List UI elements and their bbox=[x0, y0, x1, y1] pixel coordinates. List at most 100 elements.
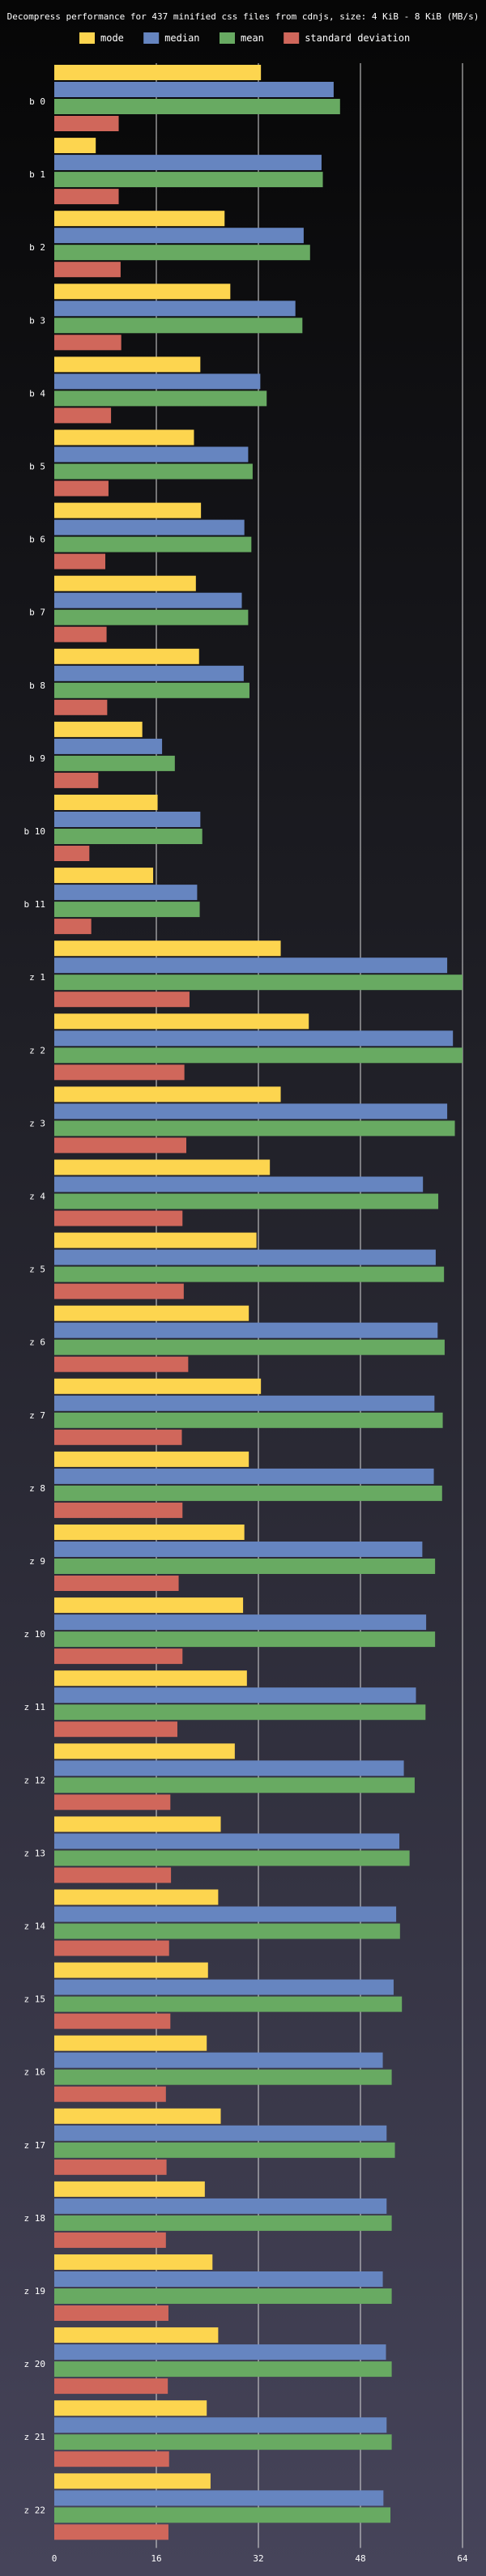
bar-mode-z-7 bbox=[54, 1378, 262, 1394]
bar-median-z-2 bbox=[54, 1030, 454, 1047]
bar-standard-deviation-b-7 bbox=[54, 626, 107, 642]
bar-mode-z-17 bbox=[54, 2108, 221, 2124]
category-label: b 0 bbox=[29, 96, 45, 107]
bar-median-z-13 bbox=[54, 1833, 400, 1849]
bar-median-b-4 bbox=[54, 373, 261, 390]
bar-mean-z-15 bbox=[54, 1996, 403, 2012]
bar-mode-z-1 bbox=[54, 940, 281, 957]
bar-standard-deviation-z-9 bbox=[54, 1576, 179, 1591]
bar-median-z-4 bbox=[54, 1176, 424, 1192]
bar-mean-z-4 bbox=[54, 1193, 439, 1209]
bar-standard-deviation-b-0 bbox=[54, 116, 119, 131]
category-label: b 3 bbox=[29, 315, 45, 326]
category-label: z 1 bbox=[29, 972, 45, 983]
bar-mean-z-3 bbox=[54, 1120, 455, 1137]
bar-standard-deviation-z-6 bbox=[54, 1356, 189, 1372]
bar-median-z-5 bbox=[54, 1249, 436, 1265]
category-label: z 10 bbox=[24, 1629, 46, 1640]
legend-swatch-mode bbox=[79, 32, 95, 44]
bar-mean-z-7 bbox=[54, 1412, 443, 1428]
bar-mean-b-5 bbox=[54, 463, 253, 480]
bar-mode-b-9 bbox=[54, 721, 143, 737]
bar-mode-z-10 bbox=[54, 1597, 244, 1614]
bar-median-b-11 bbox=[54, 885, 198, 901]
bar-mode-z-4 bbox=[54, 1159, 271, 1175]
bar-mean-b-11 bbox=[54, 902, 200, 918]
bar-mode-z-21 bbox=[54, 2400, 207, 2416]
bar-standard-deviation-z-4 bbox=[54, 1210, 183, 1226]
category-label: z 4 bbox=[29, 1192, 45, 1202]
bar-mean-z-1 bbox=[54, 975, 463, 991]
bar-median-z-20 bbox=[54, 2344, 386, 2361]
category-label: z 6 bbox=[29, 1337, 45, 1348]
bar-median-z-7 bbox=[54, 1395, 435, 1411]
bar-median-z-3 bbox=[54, 1103, 448, 1120]
bar-median-b-7 bbox=[54, 592, 242, 608]
bar-median-b-6 bbox=[54, 519, 245, 535]
bar-mode-z-8 bbox=[54, 1451, 249, 1467]
x-tick-label: 0 bbox=[52, 2553, 58, 2564]
bar-median-z-22 bbox=[54, 2490, 384, 2506]
bar-standard-deviation-b-8 bbox=[54, 699, 108, 715]
bar-median-z-16 bbox=[54, 2052, 383, 2068]
legend-swatch-median bbox=[143, 32, 160, 44]
bar-standard-deviation-z-12 bbox=[54, 1794, 171, 1810]
bar-median-z-19 bbox=[54, 2271, 383, 2287]
category-label: z 15 bbox=[24, 1994, 46, 2005]
bar-median-b-8 bbox=[54, 665, 244, 681]
bar-mode-z-18 bbox=[54, 2181, 205, 2197]
bar-mode-b-6 bbox=[54, 502, 202, 518]
bar-median-b-1 bbox=[54, 155, 322, 171]
bar-mean-z-10 bbox=[54, 1631, 436, 1648]
category-label: z 14 bbox=[24, 1921, 46, 1932]
bar-standard-deviation-z-10 bbox=[54, 1648, 183, 1665]
x-tick-label: 64 bbox=[457, 2553, 468, 2564]
bar-mode-b-8 bbox=[54, 648, 199, 664]
bar-standard-deviation-z-19 bbox=[54, 2305, 168, 2321]
bar-standard-deviation-z-11 bbox=[54, 1721, 177, 1738]
category-label: b 9 bbox=[29, 753, 45, 764]
bar-mode-b-10 bbox=[54, 795, 158, 810]
bar-mode-z-22 bbox=[54, 2473, 211, 2489]
category-label: z 16 bbox=[24, 2067, 46, 2078]
bar-median-b-5 bbox=[54, 446, 249, 463]
bar-mode-z-3 bbox=[54, 1086, 281, 1102]
bar-median-z-8 bbox=[54, 1468, 434, 1484]
category-label: z 7 bbox=[29, 1410, 45, 1421]
bar-mean-z-5 bbox=[54, 1266, 445, 1282]
category-label: z 19 bbox=[24, 2286, 46, 2297]
bar-mean-z-2 bbox=[54, 1047, 463, 1064]
category-label: b 10 bbox=[24, 826, 46, 837]
bar-median-z-11 bbox=[54, 1687, 416, 1704]
bar-mode-z-6 bbox=[54, 1305, 249, 1321]
bar-mean-z-8 bbox=[54, 1485, 442, 1501]
bar-standard-deviation-b-5 bbox=[54, 480, 109, 497]
legend-swatch-mean bbox=[220, 32, 235, 44]
category-label: z 18 bbox=[24, 2213, 46, 2224]
category-label: b 5 bbox=[29, 462, 45, 472]
bar-mean-z-9 bbox=[54, 1559, 436, 1574]
bar-mode-z-12 bbox=[54, 1743, 235, 1759]
bar-median-z-21 bbox=[54, 2417, 387, 2433]
bar-mean-z-22 bbox=[54, 2507, 391, 2523]
bar-standard-deviation-z-16 bbox=[54, 2086, 166, 2102]
bar-mean-z-6 bbox=[54, 1339, 445, 1355]
bar-standard-deviation-z-3 bbox=[54, 1137, 187, 1154]
bar-standard-deviation-b-6 bbox=[54, 553, 105, 569]
bar-mean-z-11 bbox=[54, 1704, 426, 1721]
category-label: z 21 bbox=[24, 2432, 46, 2442]
bar-standard-deviation-z-7 bbox=[54, 1429, 182, 1445]
bar-standard-deviation-z-1 bbox=[54, 992, 190, 1008]
category-label: b 6 bbox=[29, 535, 45, 545]
bar-mean-b-10 bbox=[54, 829, 202, 844]
bar-median-z-18 bbox=[54, 2198, 387, 2214]
bar-mode-z-20 bbox=[54, 2327, 219, 2344]
category-label: b 2 bbox=[29, 242, 45, 253]
category-label: z 9 bbox=[29, 1556, 45, 1567]
category-label: z 8 bbox=[29, 1483, 45, 1494]
category-label: z 3 bbox=[29, 1118, 45, 1128]
x-tick-label: 16 bbox=[151, 2553, 161, 2564]
x-tick-label: 32 bbox=[253, 2553, 263, 2564]
bar-median-b-10 bbox=[54, 812, 201, 827]
category-label: z 12 bbox=[24, 1775, 46, 1785]
